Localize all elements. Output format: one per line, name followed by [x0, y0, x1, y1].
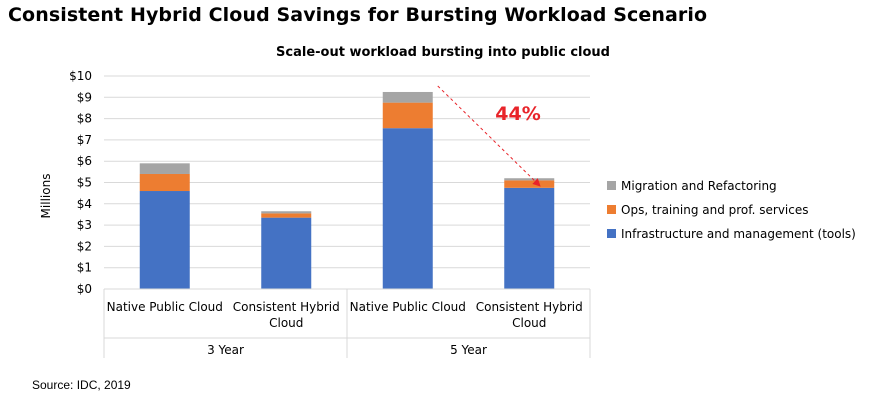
page-title: Consistent Hybrid Cloud Savings for Burs…	[8, 4, 708, 26]
group-label: 3 Year	[207, 343, 244, 357]
y-tick-label: $6	[77, 154, 92, 168]
bars	[139, 91, 555, 289]
bar-segment	[139, 173, 190, 192]
bar-segment	[504, 187, 555, 289]
annotation-arrow	[437, 85, 541, 187]
legend-swatch	[607, 229, 616, 238]
y-tick-label: $4	[77, 197, 92, 211]
chart-title: Scale-out workload bursting into public …	[276, 45, 610, 60]
bar-segment	[261, 213, 312, 218]
legend: Migration and Refactoring Ops, training a…	[607, 179, 856, 241]
y-tick-label: $3	[77, 218, 92, 232]
bar-segment	[382, 128, 433, 289]
bar-segment	[504, 178, 555, 181]
y-tick-label: $9	[77, 90, 92, 104]
group-label: 5 Year	[450, 343, 487, 357]
x-tick-label: Native Public Cloud	[107, 300, 223, 314]
y-tick-labels: $0 $1 $2 $3 $4 $5 $6 $7 $8 $9 $10	[69, 69, 92, 296]
y-axis-label: Millions	[39, 174, 53, 219]
y-tick-label: $5	[77, 176, 92, 190]
y-tick-label: $7	[77, 133, 92, 147]
bar-segment	[139, 191, 190, 289]
x-tick-label: Consistent Hybrid Cloud	[233, 300, 340, 330]
legend-label: Infrastructure and management (tools)	[621, 227, 856, 241]
legend-swatch	[607, 205, 616, 214]
y-tick-label: $8	[77, 112, 92, 126]
bar-segment	[504, 180, 555, 188]
y-tick-label: $10	[69, 69, 92, 83]
y-tick-label: $1	[77, 261, 92, 275]
annotation: 44%	[437, 85, 541, 187]
source-note: Source: IDC, 2019	[32, 378, 131, 392]
x-tick-label: Native Public Cloud	[350, 300, 466, 314]
annotation-label: 44%	[495, 103, 540, 125]
bar-segment	[261, 217, 312, 289]
bar-segment	[382, 91, 433, 103]
x-axis: Native Public Cloud Consistent Hybrid Clou…	[103, 288, 591, 358]
legend-label: Migration and Refactoring	[621, 179, 777, 193]
legend-label: Ops, training and prof. services	[621, 203, 808, 217]
bar-segment	[261, 211, 312, 214]
y-tick-label: $2	[77, 239, 92, 253]
bar-segment	[382, 102, 433, 129]
bar-segment	[139, 163, 190, 174]
legend-swatch	[607, 181, 616, 190]
y-tick-label: $0	[77, 282, 92, 296]
x-tick-label: Consistent Hybrid Cloud	[476, 300, 583, 330]
